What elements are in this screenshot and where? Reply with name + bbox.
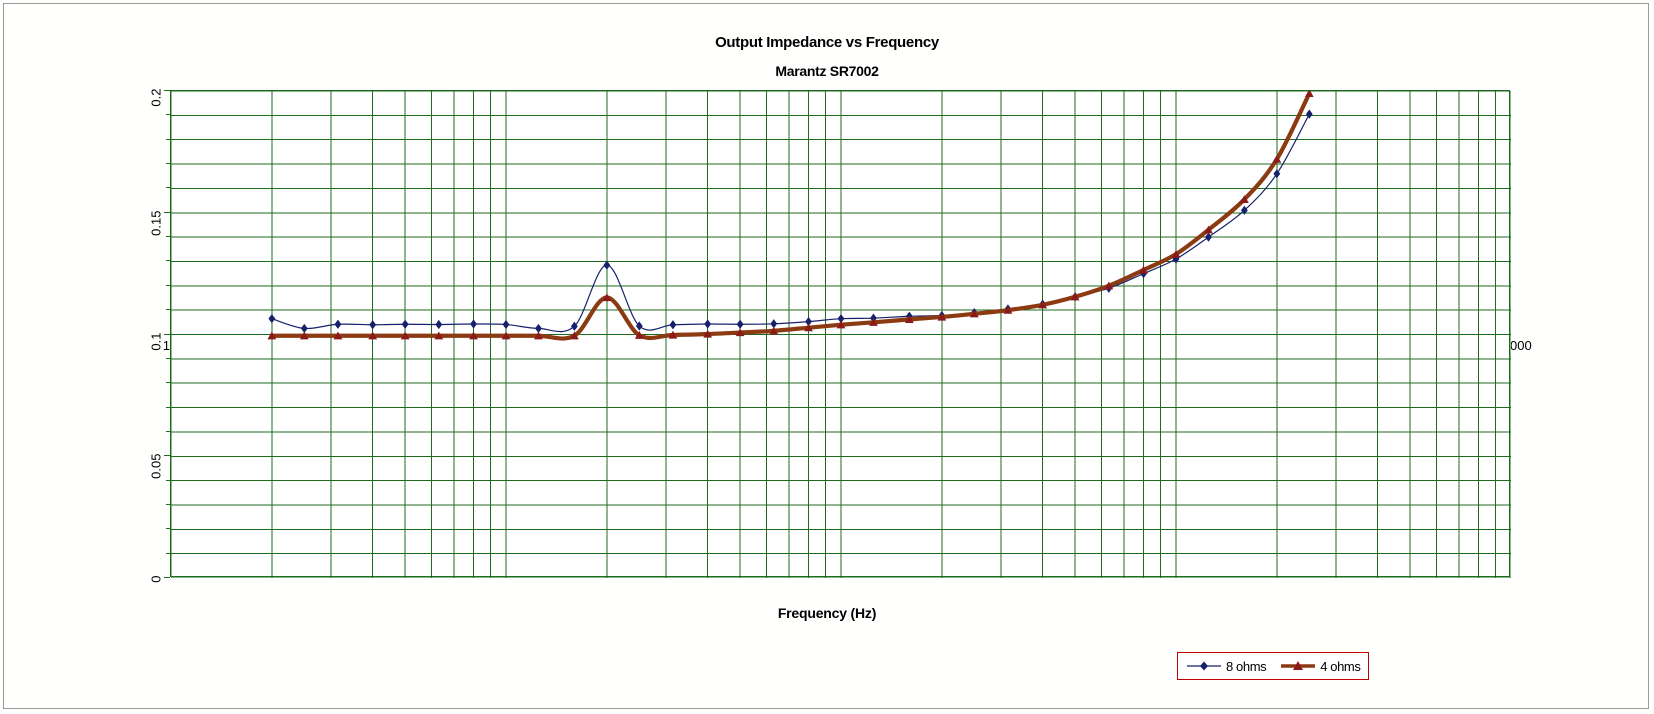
y-axis-minor-tick-mark	[166, 260, 170, 262]
y-axis-tick-mark	[164, 455, 170, 457]
y-axis-minor-tick-mark	[166, 528, 170, 530]
y-axis-tick-mark	[164, 577, 170, 578]
y-axis-minor-tick-mark	[166, 163, 170, 165]
legend-marker-triangle-icon	[1281, 661, 1316, 670]
legend-entry-8-ohms: 8 ohms	[1186, 658, 1267, 674]
legend-label-4-ohms: 4 ohms	[1320, 658, 1361, 674]
y-axis-tick-label: 0.15	[148, 210, 164, 236]
y-axis-minor-tick-mark	[166, 187, 170, 189]
y-axis-minor-tick-mark	[166, 357, 170, 359]
plot-area	[170, 90, 1511, 578]
y-axis-minor-tick-mark	[166, 382, 170, 384]
legend-marker-diamond-icon	[1187, 661, 1221, 671]
y-axis-minor-tick-mark	[166, 479, 170, 481]
legend-label-8-ohms: 8 ohms	[1226, 658, 1267, 674]
legend-entry-4-ohms: 4 ohms	[1280, 658, 1361, 674]
y-axis-tick-label: 0.05	[148, 453, 164, 480]
y-axis-tick-mark	[164, 333, 170, 335]
y-axis-minor-tick-mark	[166, 430, 170, 432]
chart-subtitle: Marantz SR7002	[775, 63, 879, 79]
x-axis-title: Frequency (Hz)	[777, 605, 877, 621]
y-axis-tick-label: 0	[148, 575, 164, 583]
y-axis-minor-tick-mark	[166, 138, 170, 140]
y-axis-minor-tick-mark	[166, 406, 170, 408]
chart-legend: 8 ohms 4 ohms	[1177, 652, 1370, 680]
y-axis-minor-tick-mark	[166, 284, 170, 286]
y-axis-tick-label: 0.2	[148, 88, 164, 107]
y-axis-minor-tick-mark	[166, 236, 170, 238]
plot-svg	[171, 91, 1511, 578]
y-axis-tick-mark	[164, 211, 170, 213]
y-axis-tick-mark	[164, 90, 170, 91]
y-axis-minor-tick-mark	[166, 503, 170, 505]
y-axis-minor-tick-mark	[166, 552, 170, 554]
y-axis-minor-tick-mark	[166, 309, 170, 311]
y-axis-minor-tick-mark	[166, 114, 170, 116]
chart-title: Output Impedance vs Frequency	[715, 34, 939, 51]
